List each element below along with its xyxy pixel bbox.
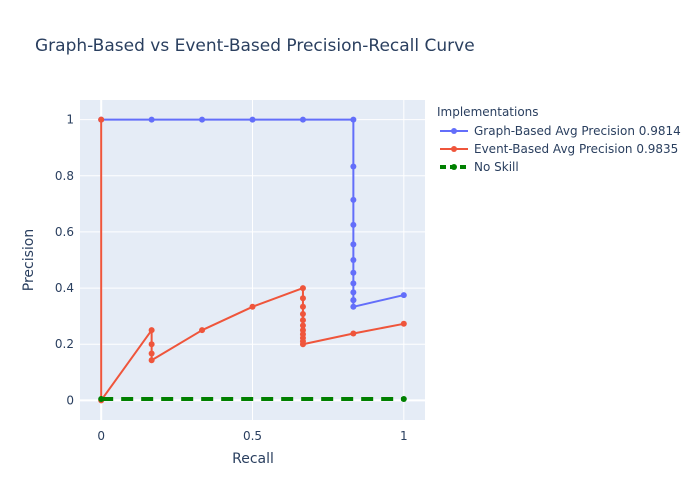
x-axis-ticks: 0 0.5 1 [97,429,407,443]
data-point [350,116,357,123]
y-tick-label: 0.8 [55,169,74,183]
data-point [350,330,357,337]
data-point [350,163,357,170]
data-point [350,289,357,296]
data-point [350,221,357,228]
data-point [199,327,206,334]
y-axis-title: Precision [21,229,37,291]
series-2 [98,395,407,402]
data-point [350,297,357,304]
data-point [299,303,306,310]
legend-swatch-marker [451,128,457,134]
data-point [299,310,306,317]
x-tick-label: 0.5 [243,429,262,443]
data-point [199,116,206,123]
data-point [400,320,407,327]
data-point [350,241,357,248]
legend-swatch-marker [451,146,457,152]
data-point [400,395,407,402]
data-point [350,257,357,263]
series-1 [98,116,407,404]
y-axis-ticks: 0 0.2 0.4 0.6 0.8 1 [55,113,74,408]
legend-entry-label: No Skill [474,160,519,174]
data-point [350,280,357,287]
data-point [148,327,155,334]
data-point [350,303,357,310]
series-group [98,116,407,404]
data-point [249,303,256,310]
data-point [148,116,155,123]
data-point [299,116,306,123]
legend-entry-label: Graph-Based Avg Precision 0.9814 [474,124,681,138]
y-tick-label: 0.2 [55,337,74,351]
x-tick-label: 0 [97,429,105,443]
chart-title: Graph-Based vs Event-Based Precision-Rec… [35,36,475,56]
data-point [249,116,256,123]
y-tick-label: 0.6 [55,225,74,239]
data-point [299,327,306,334]
data-point [299,341,306,348]
data-point [98,116,105,123]
data-point [299,322,306,329]
y-tick-label: 0.4 [55,281,74,295]
data-point [350,269,357,276]
x-tick-label: 1 [400,429,408,443]
data-point [400,292,407,299]
legend-entry-label: Event-Based Avg Precision 0.9835 [474,142,678,156]
data-point [299,317,306,324]
y-tick-label: 0 [66,393,74,407]
data-point [148,350,155,357]
data-point [299,295,306,302]
data-point [299,285,306,292]
y-tick-label: 1 [66,113,74,127]
x-axis-title: Recall [232,451,274,467]
data-point [98,395,105,402]
legend-title: Implementations [437,105,539,119]
data-point [350,196,357,203]
legend: Implementations Graph-Based Avg Precisio… [437,105,681,174]
data-point [148,341,155,348]
data-point [148,357,155,364]
legend-swatch-marker [451,164,457,170]
